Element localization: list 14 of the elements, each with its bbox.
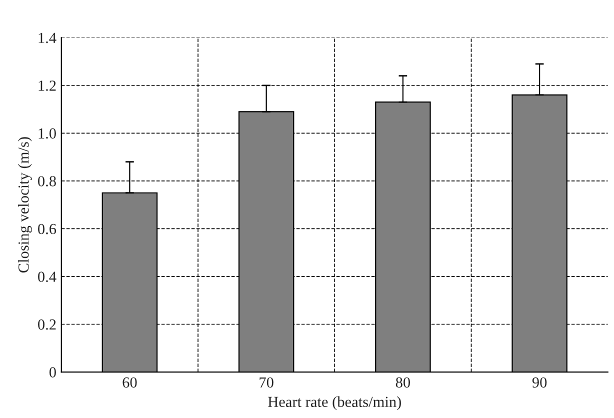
x-tick-label: 80 bbox=[396, 377, 410, 388]
y-tick-label: 0 bbox=[49, 367, 56, 378]
y-tick-label: 0.4 bbox=[38, 272, 56, 282]
x-tick-label: 60 bbox=[122, 377, 137, 388]
y-tick-label: 0.8 bbox=[38, 176, 56, 186]
x-tick-label: 90 bbox=[532, 377, 547, 388]
y-axis-title: Closing velocity (m/s) bbox=[18, 137, 32, 273]
x-axis-title: Heart rate (beats/min) bbox=[268, 396, 401, 410]
y-tick-label: 1.4 bbox=[38, 32, 56, 44]
y-tick-label: 1.0 bbox=[38, 128, 56, 139]
y-tick-label: 1.2 bbox=[38, 80, 56, 91]
y-tick-label: 0.2 bbox=[38, 319, 56, 330]
y-tick-label: 0.6 bbox=[38, 224, 56, 234]
x-tick-label: 70 bbox=[260, 377, 274, 388]
